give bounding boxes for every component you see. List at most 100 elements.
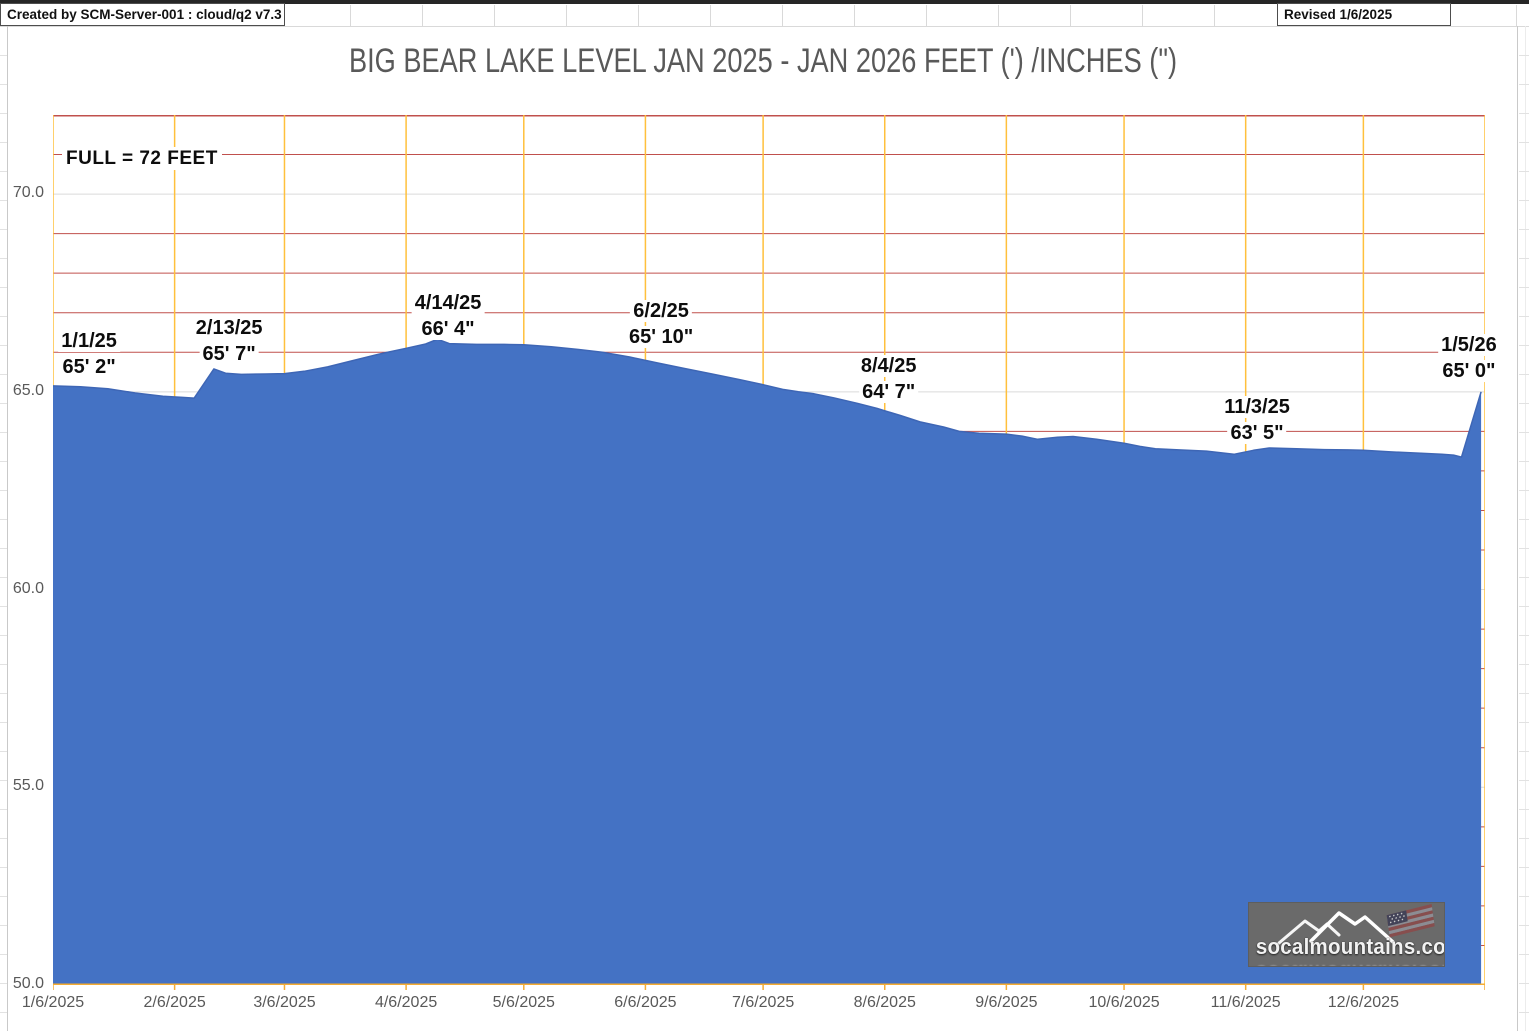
sheet-row-line (1519, 1012, 1529, 1013)
header-column-border (782, 5, 783, 26)
lake-level-area-chart (53, 115, 1485, 990)
header-column-border (998, 5, 999, 26)
annotation-date: 8/4/25 (857, 354, 920, 379)
sheet-row-line (0, 403, 7, 404)
annotation-value: 65' 7" (193, 342, 266, 367)
sheet-row-line (0, 983, 7, 984)
header-column-border (926, 5, 927, 26)
sheet-row-line (0, 345, 7, 346)
sheet-row-line (0, 780, 7, 781)
sheet-row-line (0, 722, 7, 723)
header-column-border (1214, 5, 1215, 26)
y-axis-label: 60.0 (12, 579, 44, 597)
y-axis-label: 70.0 (12, 184, 44, 202)
annotation-value: 66' 4" (412, 317, 485, 342)
sheet-row-line (0, 374, 7, 375)
sheet-row-line (1519, 722, 1529, 723)
y-axis-label: 65.0 (12, 381, 44, 399)
sheet-row-line (0, 229, 7, 230)
x-axis-label: 2/6/2025 (143, 994, 206, 1011)
sheet-row-line (1519, 606, 1529, 607)
sheet-row-line (1519, 983, 1529, 984)
sheet-row-line (0, 751, 7, 752)
sheet-row-line (1519, 113, 1529, 114)
sheet-row-line (1519, 142, 1529, 143)
y-axis-label: 55.0 (12, 777, 44, 795)
annotation-value: 65' 0" (1438, 359, 1500, 384)
sheet-row-line (0, 258, 7, 259)
x-axis-label: 9/6/2025 (975, 994, 1038, 1011)
sheet-row-line (1519, 954, 1529, 955)
sheet-row-line (1519, 635, 1529, 636)
chart-title: BIG BEAR LAKE LEVEL JAN 2025 - JAN 2026 … (348, 42, 1178, 80)
sheet-row-line (1519, 287, 1529, 288)
header-column-border (494, 5, 495, 26)
header-column-border (854, 5, 855, 26)
sheet-row-line (1519, 925, 1529, 926)
sheet-row-line (1519, 200, 1529, 201)
us-flag-icon (1386, 904, 1435, 938)
x-axis-label: 1/6/2025 (21, 994, 85, 1011)
sheet-row-line (1519, 432, 1529, 433)
sheet-row-line (1519, 664, 1529, 665)
logo-text: socalmountains.com (1255, 934, 1445, 959)
sheet-row-line (1519, 258, 1529, 259)
sheet-row-line (0, 432, 7, 433)
chart-right-border (1517, 26, 1518, 1031)
x-axis-label: 7/6/2025 (731, 994, 795, 1011)
sheet-row-line (1519, 229, 1529, 230)
header-column-border (1142, 5, 1143, 26)
annotation-date: 1/5/26 (1438, 333, 1500, 358)
point-annotation: 11/3/25 63' 5" (1221, 395, 1293, 447)
sheet-row-line (1519, 780, 1529, 781)
revised-cell[interactable]: Revised 1/6/2025 (1277, 3, 1451, 26)
annotation-value: 65' 10" (625, 325, 697, 350)
sheet-row-line (1519, 548, 1529, 549)
x-axis-label: 6/6/2025 (614, 994, 677, 1011)
annotation-date: 4/14/25 (411, 291, 485, 316)
annotation-value: 65' 2" (58, 355, 120, 380)
sheet-row-line (0, 896, 7, 897)
sheet-row-line (0, 867, 7, 868)
sheet-row-line (0, 84, 7, 85)
sheet-row-line (0, 954, 7, 955)
created-by-cell[interactable]: Created by SCM-Server-001 : cloud/q2 v7.… (0, 3, 285, 26)
sheet-row-line (1519, 519, 1529, 520)
x-axis-label: 8/6/2025 (853, 994, 916, 1011)
sheet-row-line (0, 809, 7, 810)
sheet-row-line (0, 838, 7, 839)
annotation-date: 2/13/25 (192, 316, 266, 341)
x-axis-label: 10/6/2025 (1088, 994, 1160, 1011)
sheet-row-line (1519, 316, 1529, 317)
sheet-row-line (1519, 84, 1529, 85)
mountains-icon (1277, 911, 1395, 945)
annotation-date: 6/2/25 (626, 299, 696, 324)
annotation-date: 11/3/25 (1221, 395, 1293, 420)
sheet-row-line (1519, 809, 1529, 810)
x-axis-label: 5/6/2025 (492, 994, 555, 1011)
point-annotation: 2/13/25 65' 7" (192, 316, 266, 368)
point-annotation: 4/14/25 66' 4" (411, 291, 485, 343)
header-column-border (566, 5, 567, 26)
sheet-row-line (0, 200, 7, 201)
full-level-annotation: FULL = 72 FEET (62, 147, 222, 170)
sheet-header-row (0, 4, 1529, 27)
header-column-border (350, 5, 351, 26)
sheet-row-line (0, 113, 7, 114)
chart-left-border (7, 26, 8, 1031)
sheet-row-line (0, 55, 7, 56)
sheet-row-line (1519, 374, 1529, 375)
header-column-border (710, 5, 711, 26)
x-axis-label: 3/6/2025 (253, 994, 316, 1011)
point-annotation: 1/5/26 65' 0" (1438, 333, 1500, 385)
sheet-row-line (1519, 896, 1529, 897)
sheet-row-line (0, 693, 7, 694)
sheet-row-line (0, 635, 7, 636)
header-column-border (422, 5, 423, 26)
x-axis-label: 11/6/2025 (1210, 994, 1281, 1011)
point-annotation: 1/1/25 65' 2" (58, 329, 120, 381)
point-annotation: 8/4/25 64' 7" (857, 354, 920, 406)
x-axis-label: 12/6/2025 (1327, 994, 1399, 1011)
sheet-row-line (1519, 403, 1529, 404)
